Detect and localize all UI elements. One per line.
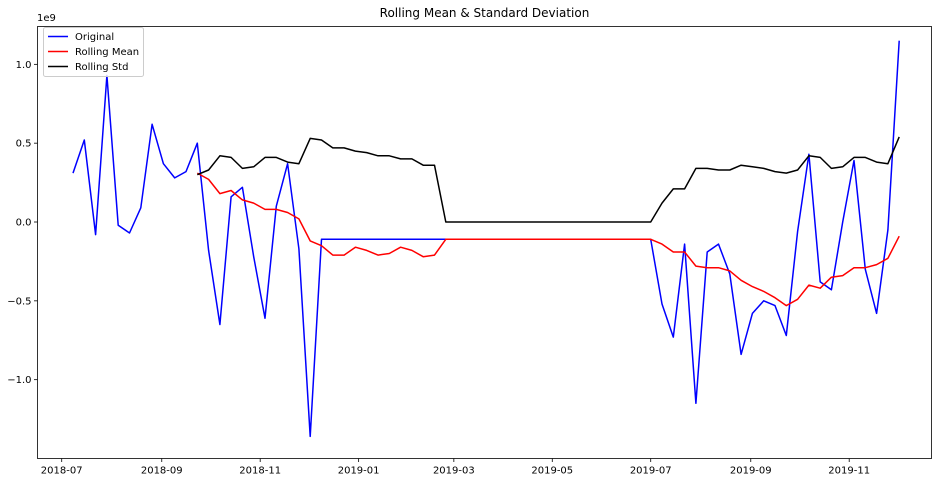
plot-frame xyxy=(37,26,932,459)
x-tick-label: 2018-09 xyxy=(141,466,183,477)
x-tick-label: 2018-07 xyxy=(41,466,83,477)
legend-label: Rolling Std xyxy=(75,62,128,73)
x-tick-label: 2018-11 xyxy=(239,466,281,477)
x-tick-label: 2019-01 xyxy=(338,466,380,477)
legend-label: Rolling Mean xyxy=(75,47,139,58)
chart-title: Rolling Mean & Standard Deviation xyxy=(380,6,590,20)
y-tick-label: −0.5 xyxy=(7,296,31,307)
legend-label: Original xyxy=(75,32,114,43)
series-line-rolling-std xyxy=(197,136,900,223)
y-tick-label: 1.0 xyxy=(16,60,32,71)
x-tick-label: 2019-11 xyxy=(828,466,870,477)
y-tick-label: 0.5 xyxy=(16,139,32,150)
x-tick-label: 2019-03 xyxy=(433,466,475,477)
x-tick-label: 2019-07 xyxy=(630,466,672,477)
y-offset-label: 1e9 xyxy=(37,13,56,24)
legend: Original Rolling Mean Rolling Std xyxy=(43,27,144,77)
x-axis: 2018-07 2018-09 2018-11 2019-01 2019-03 2019-… xyxy=(41,458,870,477)
series-line-rolling-mean xyxy=(196,172,900,307)
legend-box xyxy=(43,27,144,77)
y-tick-label: −1.0 xyxy=(7,375,31,386)
y-axis: 1.0 0.5 0.0 −0.5 −1.0 xyxy=(7,60,38,386)
x-tick-label: 2019-05 xyxy=(531,466,573,477)
x-tick-label: 2019-09 xyxy=(730,466,772,477)
plot-lines xyxy=(72,40,900,438)
y-tick-label: 0.0 xyxy=(16,218,32,229)
